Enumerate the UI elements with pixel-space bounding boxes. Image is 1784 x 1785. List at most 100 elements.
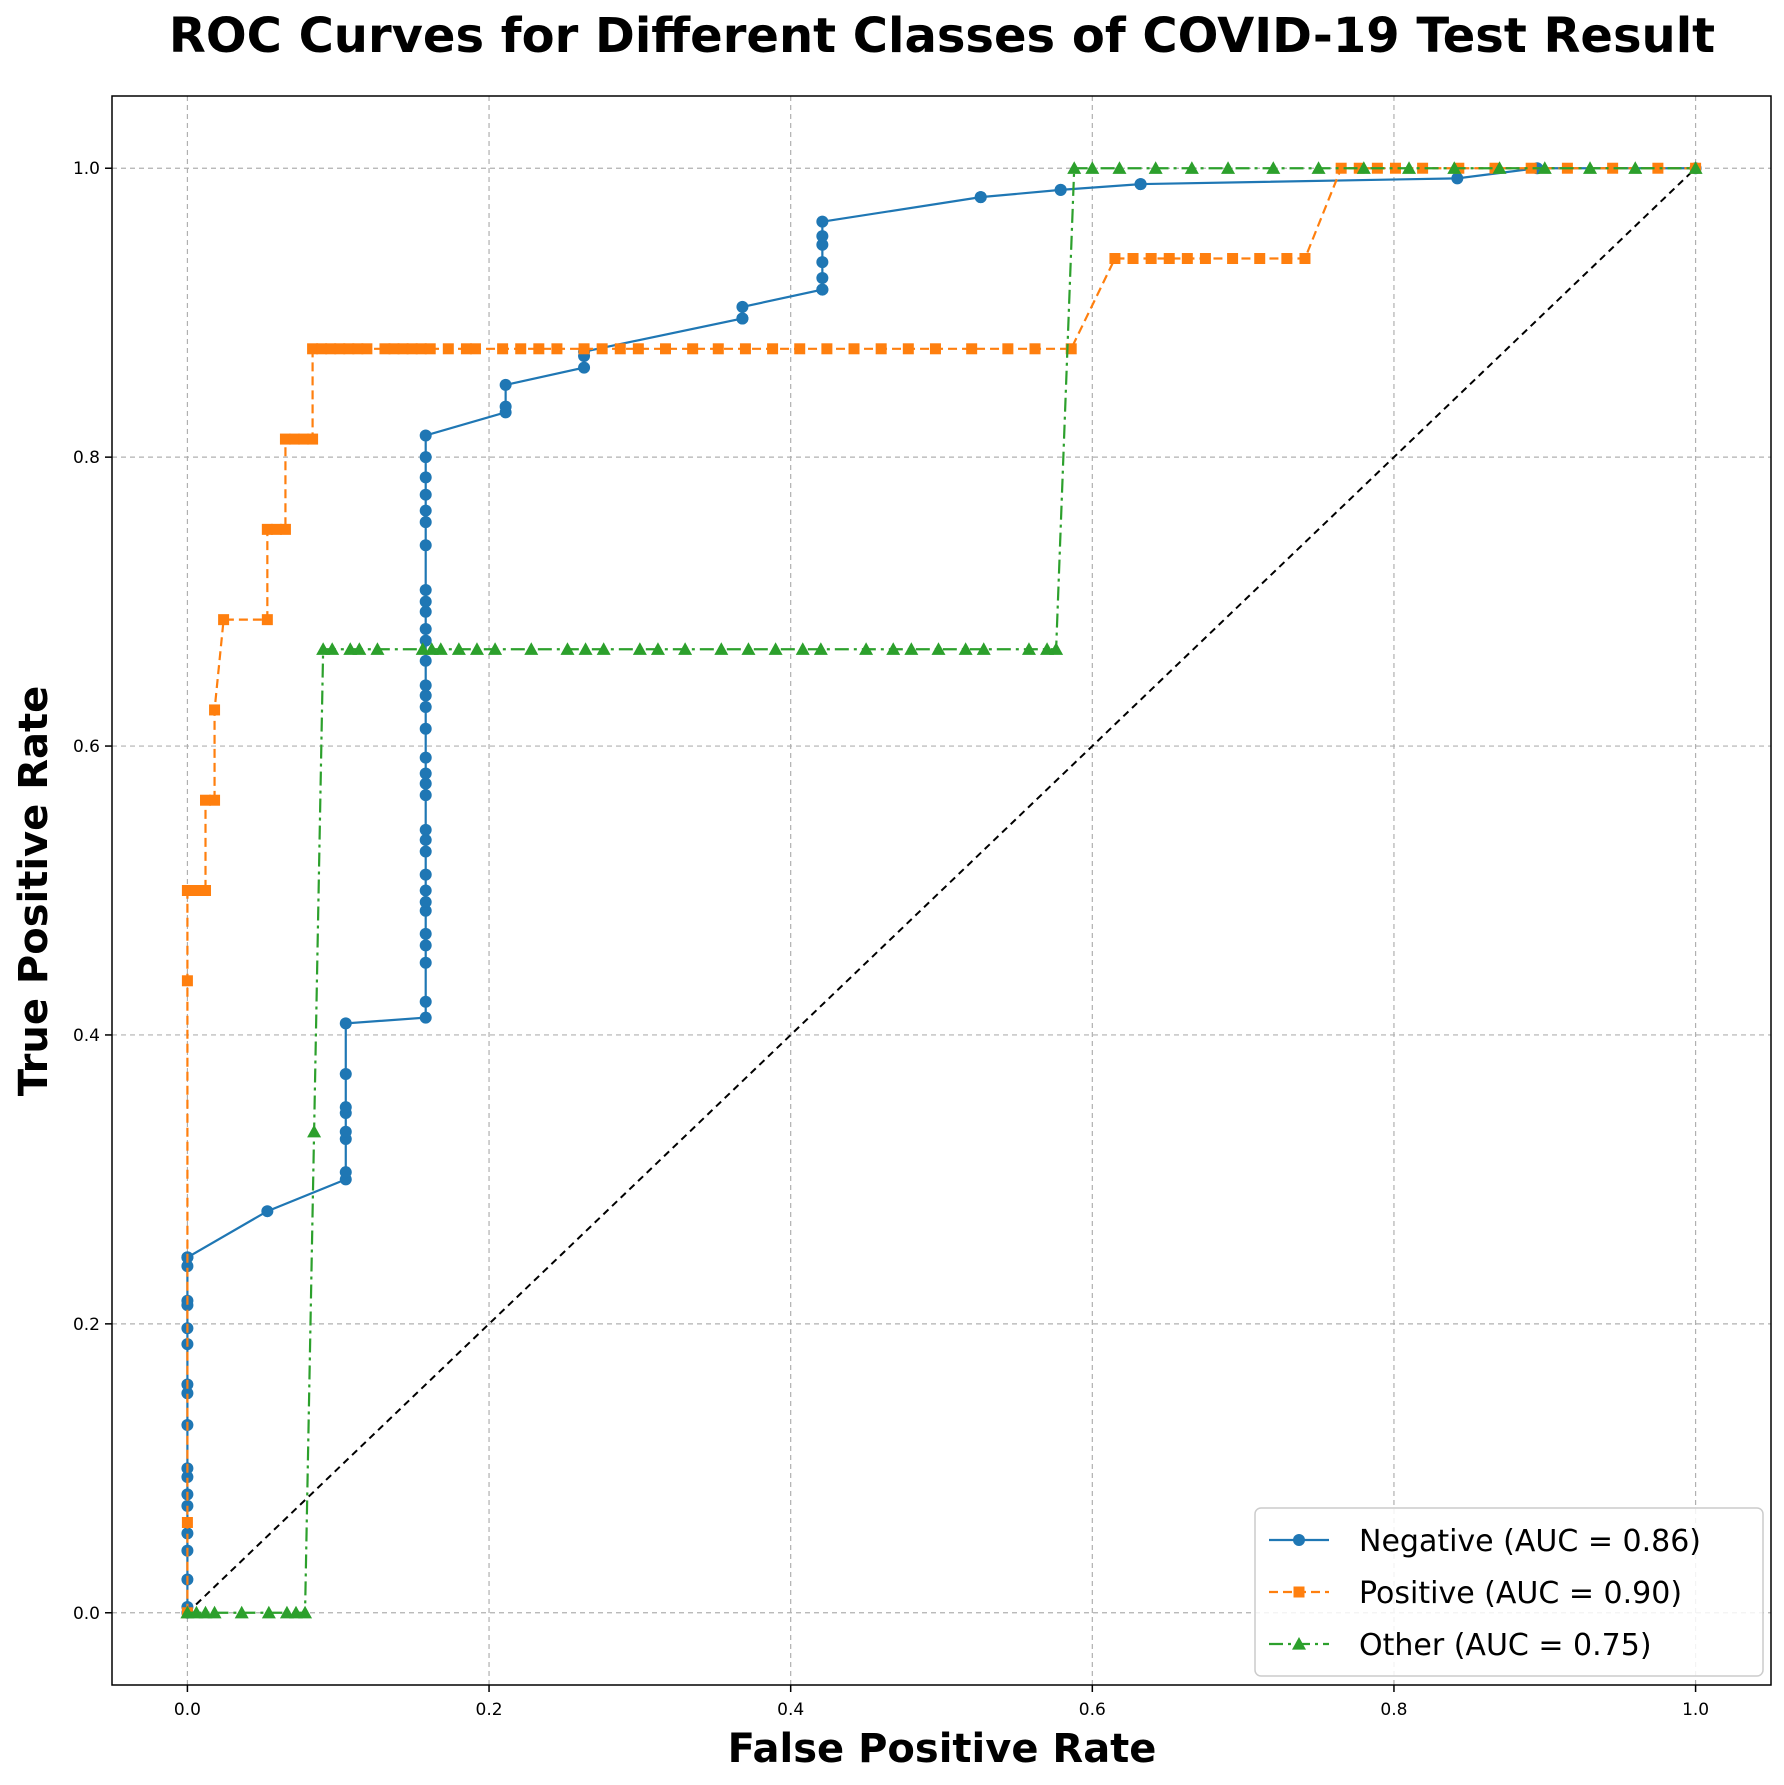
data-point (929, 343, 941, 355)
data-point (1163, 253, 1175, 265)
data-point (1447, 161, 1462, 174)
legend-marker (1293, 1534, 1305, 1546)
data-point (1029, 343, 1041, 355)
chart-title: ROC Curves for Different Classes of COVI… (169, 8, 1715, 64)
data-point (181, 1527, 194, 1540)
data-point (650, 642, 665, 655)
data-point (736, 312, 749, 325)
data-point (307, 1124, 322, 1138)
data-point (298, 1605, 313, 1619)
data-point (424, 343, 436, 355)
data-point (198, 1605, 213, 1619)
data-point (442, 343, 454, 355)
plot-frame (111, 95, 1772, 1686)
data-point (1040, 642, 1055, 655)
data-point (632, 642, 647, 655)
data-point (551, 343, 563, 355)
data-point (419, 1011, 432, 1024)
x-tick-label: 0.8 (1380, 1700, 1407, 1720)
data-point (1021, 642, 1036, 655)
data-point (596, 343, 608, 355)
data-point (821, 343, 833, 355)
data-point (419, 701, 432, 714)
data-point (339, 1125, 352, 1138)
data-point (397, 343, 409, 355)
data-point (419, 789, 432, 802)
data-point (816, 215, 829, 228)
legend-marker (1292, 1637, 1306, 1650)
data-point (1281, 253, 1293, 265)
data-point (419, 868, 432, 881)
data-point (596, 642, 611, 655)
axis-ticks: 0.0 0.2 0.4 0.6 0.8 1.0 0.0 0.2 0.4 0.6 0.8 1.0 (73, 159, 1709, 1720)
data-point (904, 642, 919, 655)
legend-label: Positive (AUC = 0.90) (1359, 1576, 1682, 1611)
data-point (419, 504, 432, 517)
data-point (524, 642, 539, 655)
y-tick-label: 0.4 (73, 1026, 100, 1046)
data-point (419, 896, 432, 909)
data-point (469, 343, 481, 355)
data-point (316, 343, 328, 355)
data-point (419, 722, 432, 735)
data-point (261, 1205, 274, 1218)
data-point (966, 343, 978, 355)
data-point (339, 1067, 352, 1080)
data-point (419, 995, 432, 1008)
data-point (848, 343, 860, 355)
data-point (1688, 161, 1703, 174)
data-point (958, 642, 973, 655)
data-point (181, 1387, 194, 1400)
data-point (325, 343, 337, 355)
data-point (261, 1605, 276, 1619)
grid-lines (112, 96, 1771, 1685)
legend-item: Positive (AUC = 0.90) (1269, 1576, 1682, 1611)
legend-item: Negative (AUC = 0.86) (1269, 1524, 1701, 1559)
data-point (1181, 253, 1193, 265)
chance-diagonal-line (186, 167, 1697, 1614)
data-point (488, 642, 503, 655)
data-point (974, 191, 987, 204)
data-point (816, 238, 829, 251)
data-point (632, 343, 644, 355)
data-point (931, 642, 946, 655)
data-point (768, 642, 783, 655)
data-point (736, 300, 749, 313)
data-point (339, 1101, 352, 1114)
data-point (370, 642, 385, 655)
data-point (678, 642, 693, 655)
data-point (660, 343, 672, 355)
data-point (1311, 161, 1326, 174)
data-point (234, 1605, 249, 1619)
x-tick-label: 0.6 (1079, 1700, 1106, 1720)
series-3 (180, 161, 1703, 1619)
data-point (1652, 162, 1664, 174)
data-point (419, 956, 432, 969)
data-point (1417, 162, 1429, 174)
data-point (279, 523, 291, 535)
data-point (1492, 161, 1507, 174)
data-point (419, 654, 432, 667)
data-point (419, 679, 432, 692)
y-axis-label: True Positive Rate (11, 686, 57, 1096)
legend-item: Other (AUC = 0.75) (1269, 1628, 1652, 1663)
data-point (1356, 161, 1371, 174)
data-point (1199, 253, 1211, 265)
data-point (1335, 162, 1347, 174)
data-point (419, 584, 432, 597)
data-point (795, 642, 810, 655)
data-point (1525, 162, 1537, 174)
data-point (180, 1605, 195, 1619)
data-point (419, 823, 432, 836)
data-point (181, 885, 193, 896)
data-point (1254, 253, 1266, 265)
data-point (1389, 162, 1401, 174)
data-point (614, 343, 626, 355)
data-point (1112, 161, 1127, 174)
x-axis-label: False Positive Rate (728, 1726, 1157, 1772)
data-point (1148, 161, 1163, 174)
data-point (419, 927, 432, 940)
x-tick-label: 1.0 (1682, 1700, 1709, 1720)
data-point (1583, 161, 1598, 174)
data-point (794, 343, 806, 355)
